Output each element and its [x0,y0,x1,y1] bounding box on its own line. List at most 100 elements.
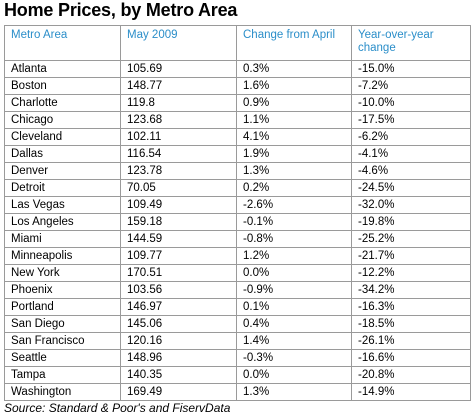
cell-may-2009: 170.51 [120,264,237,282]
cell-metro-area: Detroit [4,179,121,197]
cell-metro-area: Tampa [4,366,121,384]
cell-year-over-year: -15.0% [351,60,471,78]
cell-year-over-year: -4.6% [351,162,471,180]
cell-change-from-april: 1.1% [236,111,352,129]
cell-metro-area: Portland [4,298,121,316]
cell-metro-area: Seattle [4,349,121,367]
cell-year-over-year: -26.1% [351,332,471,350]
table-row: Boston 148.77 1.6% -7.2% [4,77,471,95]
cell-metro-area: Charlotte [4,94,121,112]
table-row: Dallas 116.54 1.9% -4.1% [4,145,471,163]
cell-year-over-year: -14.9% [351,383,471,401]
column-header-may-2009: May 2009 [120,25,237,61]
cell-may-2009: 146.97 [120,298,237,316]
table-row: Miami 144.59 -0.8% -25.2% [4,230,471,248]
cell-year-over-year: -7.2% [351,77,471,95]
cell-year-over-year: -21.7% [351,247,471,265]
cell-change-from-april: 1.3% [236,383,352,401]
cell-change-from-april: 0.4% [236,315,352,333]
cell-may-2009: 144.59 [120,230,237,248]
table-row: Denver 123.78 1.3% -4.6% [4,162,471,180]
cell-year-over-year: -20.8% [351,366,471,384]
column-header-change-from-april: Change from April [236,25,352,61]
cell-change-from-april: -0.9% [236,281,352,299]
cell-may-2009: 116.54 [120,145,237,163]
cell-year-over-year: -16.3% [351,298,471,316]
cell-change-from-april: 1.6% [236,77,352,95]
cell-change-from-april: 0.9% [236,94,352,112]
cell-metro-area: Denver [4,162,121,180]
table-row: Minneapolis 109.77 1.2% -21.7% [4,247,471,265]
table-row: Los Angeles 159.18 -0.1% -19.8% [4,213,471,231]
cell-year-over-year: -24.5% [351,179,471,197]
cell-change-from-april: -0.1% [236,213,352,231]
cell-may-2009: 159.18 [120,213,237,231]
cell-may-2009: 123.78 [120,162,237,180]
cell-change-from-april: -0.3% [236,349,352,367]
cell-change-from-april: 0.0% [236,264,352,282]
cell-year-over-year: -12.2% [351,264,471,282]
cell-may-2009: 103.56 [120,281,237,299]
cell-change-from-april: 1.4% [236,332,352,350]
cell-change-from-april: -2.6% [236,196,352,214]
cell-may-2009: 102.11 [120,128,237,146]
cell-year-over-year: -18.5% [351,315,471,333]
table-header-row: Metro Area May 2009 Change from April Ye… [4,25,471,61]
table-row: Seattle 148.96 -0.3% -16.6% [4,349,471,367]
cell-metro-area: Chicago [4,111,121,129]
cell-year-over-year: -17.5% [351,111,471,129]
cell-may-2009: 120.16 [120,332,237,350]
table-row: San Diego 145.06 0.4% -18.5% [4,315,471,333]
table-row: Phoenix 103.56 -0.9% -34.2% [4,281,471,299]
cell-metro-area: San Diego [4,315,121,333]
cell-may-2009: 119.8 [120,94,237,112]
cell-metro-area: Cleveland [4,128,121,146]
cell-may-2009: 148.77 [120,77,237,95]
table-row: New York 170.51 0.0% -12.2% [4,264,471,282]
cell-metro-area: Phoenix [4,281,121,299]
table-row: Detroit 70.05 0.2% -24.5% [4,179,471,197]
page-title: Home Prices, by Metro Area [4,0,238,20]
cell-metro-area: Washington [4,383,121,401]
table-row: Atlanta 105.69 0.3% -15.0% [4,60,471,78]
cell-change-from-april: 0.1% [236,298,352,316]
table-row: Charlotte 119.8 0.9% -10.0% [4,94,471,112]
cell-change-from-april: 0.2% [236,179,352,197]
cell-metro-area: Dallas [4,145,121,163]
column-header-year-over-year: Year-over-year change [351,25,471,61]
cell-change-from-april: 0.0% [236,366,352,384]
table-row: Portland 146.97 0.1% -16.3% [4,298,471,316]
cell-change-from-april: 1.2% [236,247,352,265]
table-row: San Francisco 120.16 1.4% -26.1% [4,332,471,350]
cell-year-over-year: -32.0% [351,196,471,214]
cell-change-from-april: -0.8% [236,230,352,248]
table-row: Tampa 140.35 0.0% -20.8% [4,366,471,384]
cell-may-2009: 109.49 [120,196,237,214]
cell-metro-area: San Francisco [4,332,121,350]
cell-metro-area: Atlanta [4,60,121,78]
cell-change-from-april: 1.3% [236,162,352,180]
cell-may-2009: 148.96 [120,349,237,367]
cell-may-2009: 140.35 [120,366,237,384]
table-row: Chicago 123.68 1.1% -17.5% [4,111,471,129]
cell-year-over-year: -4.1% [351,145,471,163]
cell-may-2009: 145.06 [120,315,237,333]
cell-change-from-april: 1.9% [236,145,352,163]
cell-year-over-year: -19.8% [351,213,471,231]
cell-year-over-year: -25.2% [351,230,471,248]
table-body: Atlanta 105.69 0.3% -15.0% Boston 148.77 1.6% -… [4,60,471,401]
cell-metro-area: Boston [4,77,121,95]
cell-metro-area: New York [4,264,121,282]
source-note: Source: Standard & Poor's and FiservData [4,401,231,415]
cell-may-2009: 169.49 [120,383,237,401]
table-row: Cleveland 102.11 4.1% -6.2% [4,128,471,146]
cell-year-over-year: -34.2% [351,281,471,299]
cell-may-2009: 70.05 [120,179,237,197]
cell-year-over-year: -6.2% [351,128,471,146]
column-header-metro-area: Metro Area [4,25,121,61]
cell-metro-area: Miami [4,230,121,248]
cell-metro-area: Los Angeles [4,213,121,231]
table-row: Las Vegas 109.49 -2.6% -32.0% [4,196,471,214]
cell-year-over-year: -10.0% [351,94,471,112]
cell-may-2009: 123.68 [120,111,237,129]
